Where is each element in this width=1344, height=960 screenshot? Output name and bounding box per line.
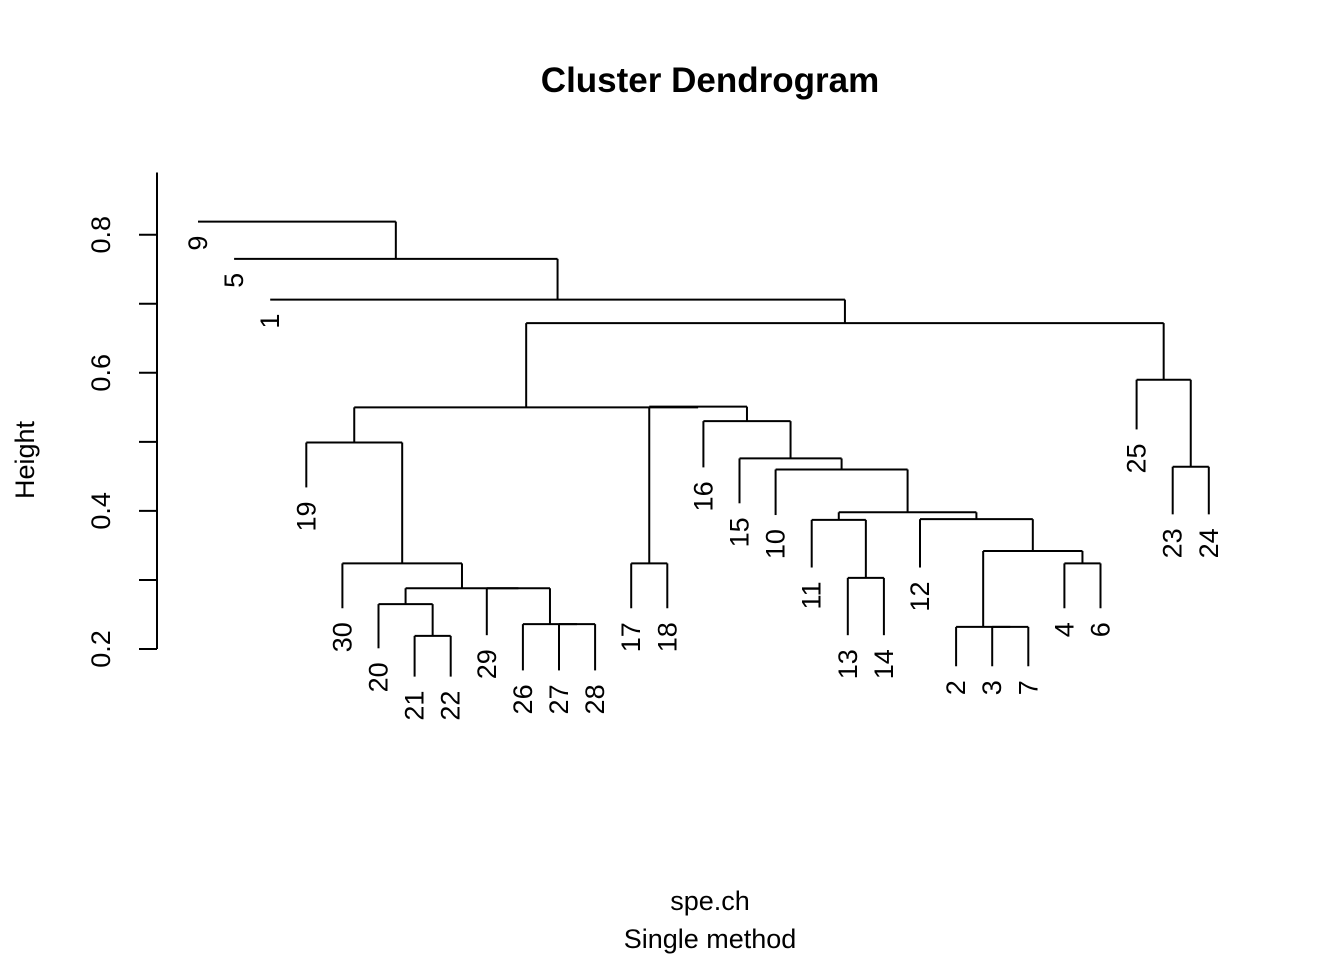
x-axis-label: spe.ch xyxy=(670,886,750,916)
leaf-label: 26 xyxy=(508,684,538,714)
y-tick-label: 0.8 xyxy=(86,216,116,254)
leaf-label: 14 xyxy=(869,649,899,679)
dendrogram-branches xyxy=(198,220,1210,677)
leaf-label: 18 xyxy=(652,622,682,652)
leaf-label: 4 xyxy=(1049,622,1079,637)
leaf-label: 16 xyxy=(688,481,718,511)
leaf-label: 19 xyxy=(291,501,321,531)
leaf-label: 2 xyxy=(941,680,971,695)
y-axis: 0.2 0.4 0.6 0.8 xyxy=(86,172,158,668)
leaf-label: 13 xyxy=(833,649,863,679)
leaf-label: 17 xyxy=(616,622,646,652)
chart-subtitle: Single method xyxy=(624,924,797,954)
leaf-label: 12 xyxy=(905,582,935,612)
leaf-label: 22 xyxy=(436,691,466,721)
leaf-label: 5 xyxy=(219,273,249,288)
leaf-label: 11 xyxy=(797,582,827,610)
leaf-label: 1 xyxy=(255,314,285,329)
y-tick-label: 0.2 xyxy=(86,630,116,668)
leaf-label: 27 xyxy=(544,684,574,714)
leaf-label: 25 xyxy=(1122,443,1152,473)
leaf-label: 23 xyxy=(1158,528,1188,558)
leaf-label: 7 xyxy=(1013,680,1043,695)
leaf-label: 21 xyxy=(400,691,430,721)
y-tick-label: 0.4 xyxy=(86,492,116,530)
chart-title: Cluster Dendrogram xyxy=(541,61,879,100)
leaf-label: 9 xyxy=(183,236,213,251)
leaf-label: 3 xyxy=(977,680,1007,695)
leaf-label: 10 xyxy=(761,529,791,559)
y-tick-label: 0.6 xyxy=(86,354,116,392)
leaf-label: 24 xyxy=(1194,528,1224,558)
leaf-label: 29 xyxy=(472,649,502,679)
y-axis-label: Height xyxy=(10,420,40,499)
leaf-label: 20 xyxy=(364,662,394,692)
leaf-label: 6 xyxy=(1086,622,1116,637)
leaf-label: 28 xyxy=(580,684,610,714)
leaf-label: 30 xyxy=(327,622,357,652)
leaf-label: 15 xyxy=(725,517,755,547)
